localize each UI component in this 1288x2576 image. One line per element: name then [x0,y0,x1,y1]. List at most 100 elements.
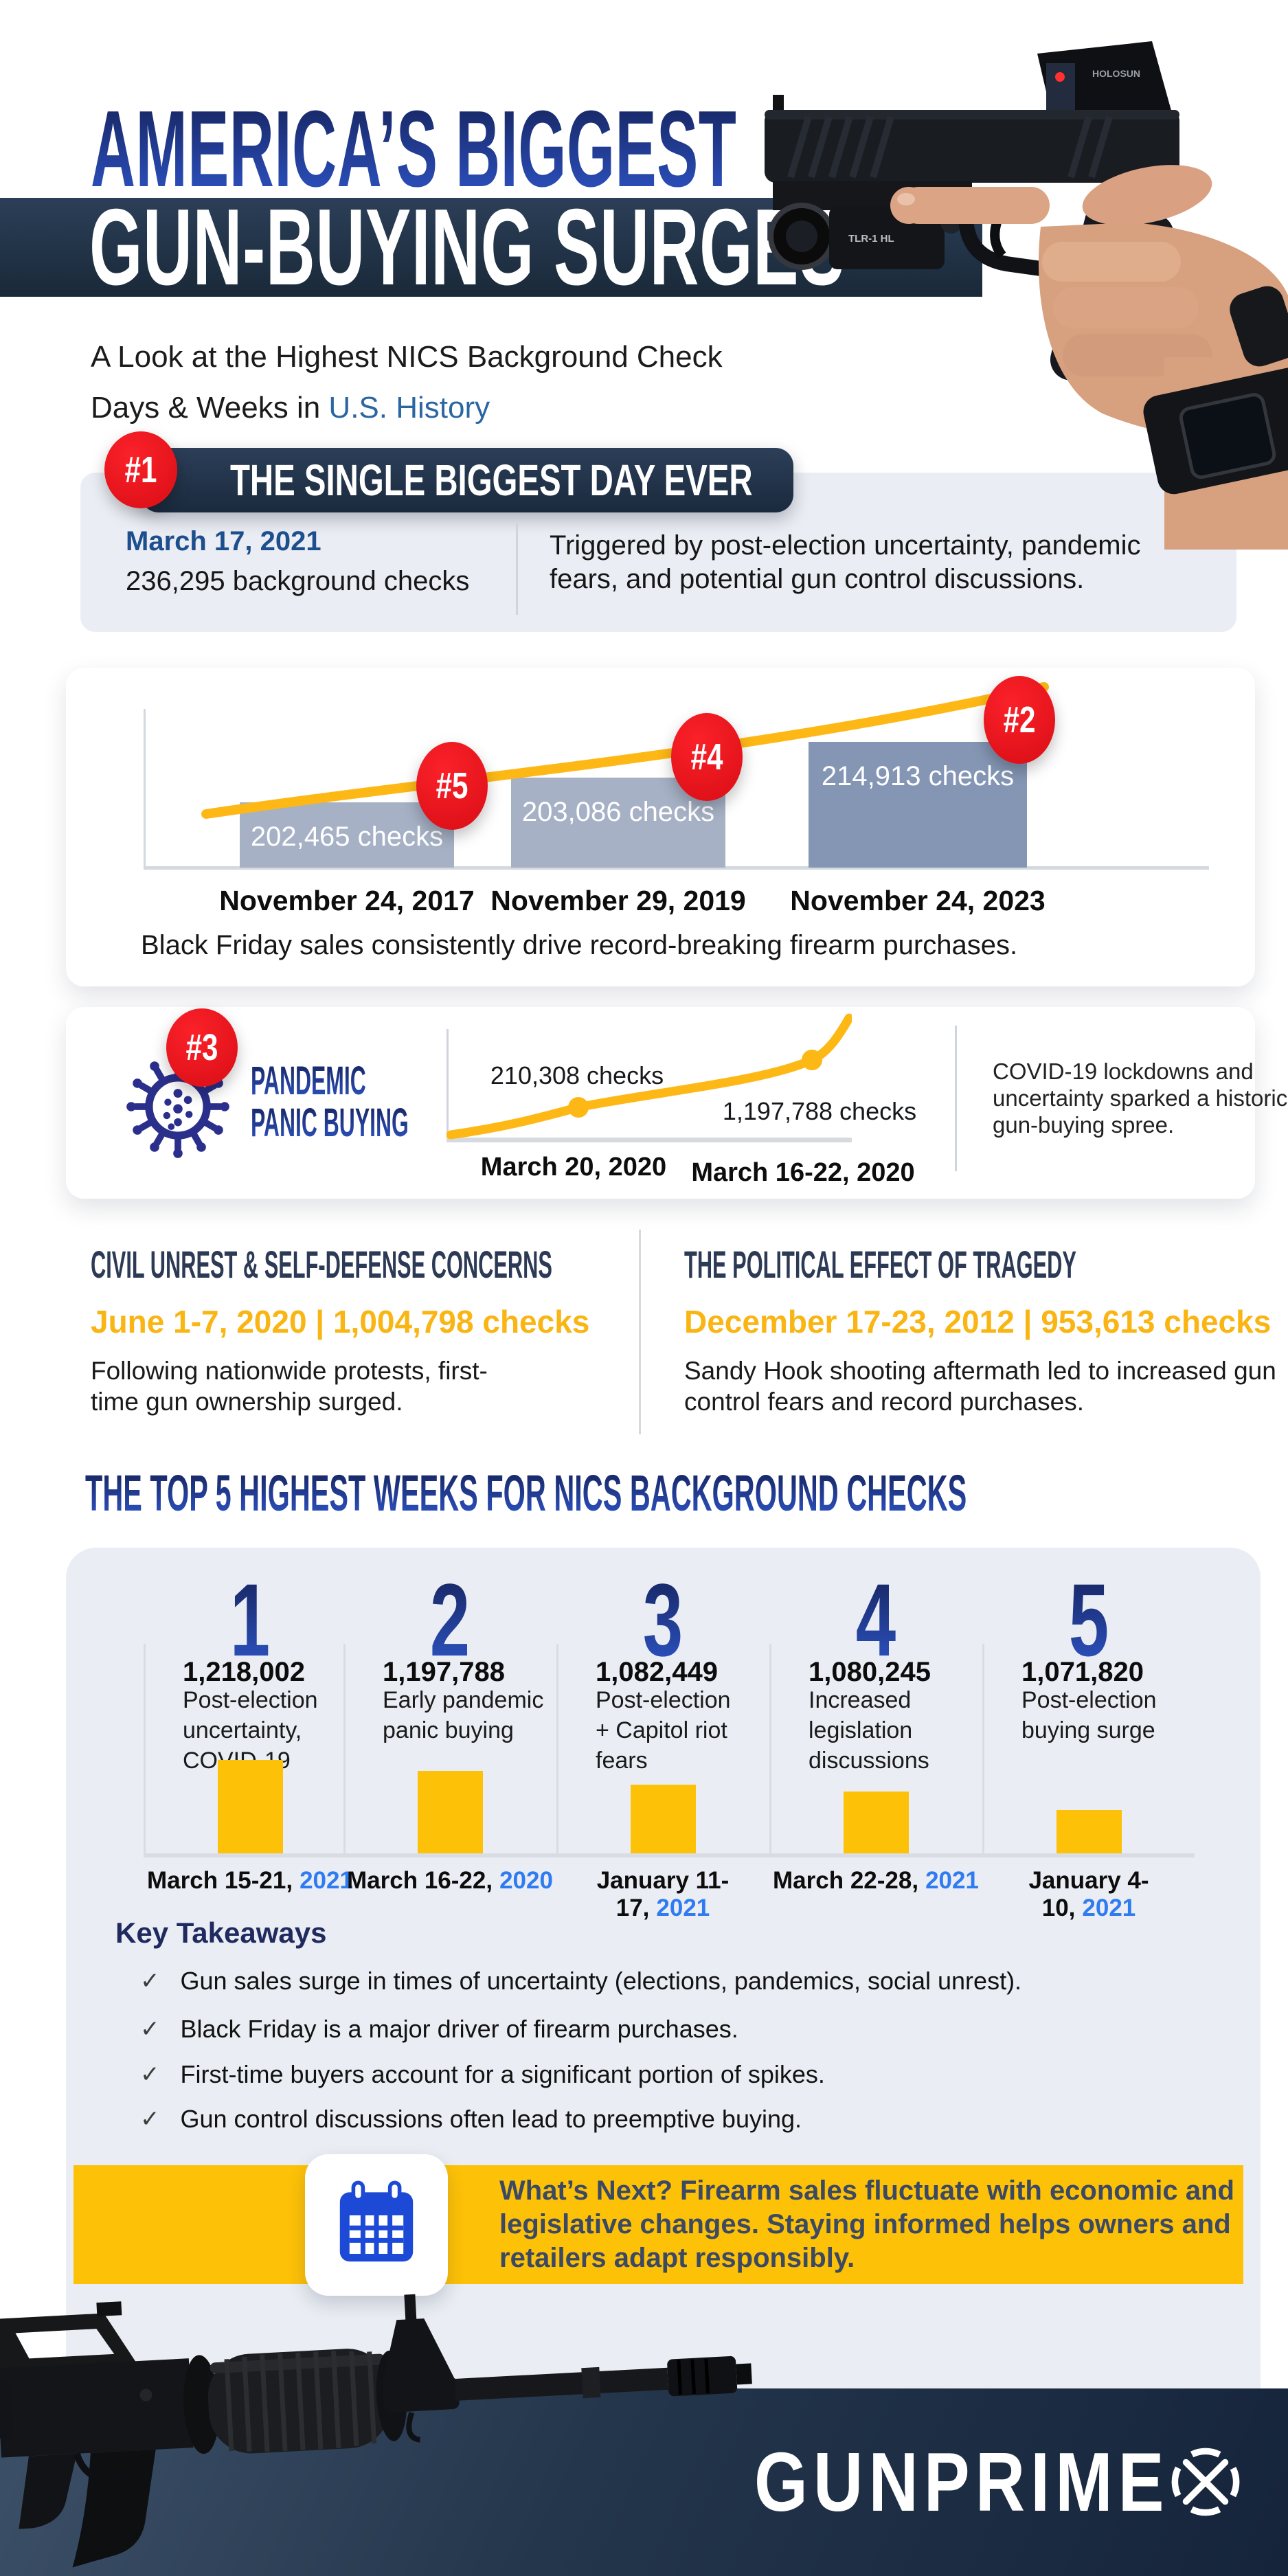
banner-line3: retailers adapt responsibly. [499,2243,855,2273]
banner-text: What’s Next? Firearm sales fluctuate wit… [499,2174,1234,2275]
page-title-line1: AMERICA’S BIGGEST [91,89,737,210]
bf-date-2023: November 24, 2023 [790,885,1046,916]
top5-bar-5 [1057,1810,1122,1855]
pistol-photo: HOLOSUN TLR-1 HL [765,41,1288,550]
banner-line1: What’s Next? Firearm sales fluctuate wit… [499,2176,1234,2206]
bf-bar-2019-label: 203,086 checks [521,797,715,827]
event-tragedy: THE POLITICAL EFFECT OF TRAGEDY December… [684,1242,1288,1417]
rank-badge-3: #3 [166,1008,238,1087]
event-civil-unrest: CIVIL UNREST & SELF-DEFENSE CONCERNS Jun… [91,1242,930,1417]
top5-desc-4: Increased legislation discussions [809,1685,929,1776]
top5-date-3-year: 2021 [656,1895,710,1921]
optic-brand-text: HOLOSUN [1092,68,1140,79]
top5-date-2: March 16-22, 2020 [343,1867,556,1895]
biggest-day-date: March 17, 2021 [126,526,321,556]
rifle-photo [0,2294,752,2568]
bf-x-axis [144,866,1209,870]
biggest-day-divider [516,523,518,615]
brand-logo-text: GUNPRIME [754,2435,1170,2529]
takeaway-item-3: ✓ First-time buyers account for a signif… [140,2059,825,2090]
rank-badge-2: #2 [984,676,1055,764]
bf-date-2017: November 24, 2017 [219,885,475,916]
event-civil-unrest-title: CIVIL UNREST & SELF-DEFENSE CONCERNS [91,1243,552,1286]
top5-bar-3 [631,1785,696,1855]
pandemic-title: PANDEMIC PANIC BUYING [251,1060,538,1144]
pandemic-point2-date: March 16-22, 2020 [691,1158,915,1187]
rifle-grip [19,2453,77,2529]
top5-date-4-year: 2021 [925,1867,979,1894]
biggest-day-desc-line1: Triggered by post-election uncertainty, … [550,530,1141,561]
pandemic-point1-date: March 20, 2020 [480,1153,667,1182]
rifle-front-sight [383,2318,455,2383]
takeaway-item-2: ✓ Black Friday is a major driver of fire… [140,2014,738,2044]
check-icon: ✓ [140,1968,160,1994]
top5-date-2-year: 2020 [499,1867,553,1894]
top5-title: THE TOP 5 HIGHEST WEEKS FOR NICS BACKGRO… [85,1465,967,1522]
takeaway-2-text: Black Friday is a major driver of firear… [180,2015,738,2043]
rifle-muzzle [667,2355,738,2397]
rank-badge-5: #5 [416,742,488,830]
top5-rank-2: 2 [376,1568,525,1671]
biggest-day-description: Triggered by post-election uncertainty, … [550,529,1182,596]
top5-date-1: March 15-21, 2021 [144,1867,357,1895]
bf-bar-2017-label: 202,465 checks [250,822,444,852]
event-tragedy-desc-line2: control fears and record purchases. [684,1388,1085,1416]
top5-rank-1: 1 [176,1568,325,1671]
whats-next-banner [74,2165,1243,2284]
top5-value-5: 1,071,820 [1021,1657,1144,1687]
top5-desc-2-l2: panic buying [383,1717,514,1743]
top5-date-5-year: 2021 [1082,1895,1136,1921]
rank-badge-1: #1 [104,431,177,508]
top5-rank-3: 3 [589,1568,738,1671]
top5-desc-1-l1: Post-election [183,1687,318,1713]
event-civil-unrest-highlight: June 1-7, 2020 | 1,004,798 checks [91,1304,590,1340]
calendar-icon [339,2180,414,2262]
pandemic-point-1 [568,1097,589,1118]
subtitle-line2-highlight: U.S. History [328,391,490,425]
top5-desc-4-l2: legislation [809,1717,913,1743]
top5-desc-2: Early pandemic panic buying [383,1685,543,1745]
top5-col-divider-5 [982,1644,984,1855]
event-tragedy-desc-line1: Sandy Hook shooting aftermath led to inc… [684,1357,1276,1385]
pandemic-point2-label: 1,197,788 checks [722,1097,917,1125]
pandemic-desc-line1: COVID-19 lockdowns and [993,1059,1254,1084]
rank-badge-4: #4 [671,713,743,801]
top5-desc-5: Post-election buying surge [1021,1685,1157,1745]
black-friday-chart: 202,465 checks 203,086 checks 214,913 ch… [66,668,1255,870]
pandemic-chart-baseline [447,1138,852,1142]
pandemic-desc-line3: gun-buying spree. [993,1112,1175,1138]
top5-desc-2-l1: Early pandemic [383,1687,544,1713]
event-tragedy-title: THE POLITICAL EFFECT OF TRAGEDY [684,1243,1076,1286]
top5-date-4-label: March 22-28, [773,1867,919,1894]
top5-rank-4: 4 [802,1568,951,1671]
top5-date-1-year: 2021 [300,1867,353,1894]
top5-value-2: 1,197,788 [383,1657,505,1687]
top5-col-divider-4 [769,1644,771,1855]
rifle-barrel [454,2367,669,2401]
pandemic-card [66,1007,1255,1199]
subtitle: A Look at the Highest NICS Background Ch… [91,332,723,433]
check-icon: ✓ [140,2016,160,2042]
subtitle-line2-prefix: Days & Weeks in [91,391,329,425]
pandemic-point-2 [802,1050,822,1070]
rank-badge-2-label: #2 [1003,699,1036,741]
pandemic-desc-line2: uncertainty sparked a historic [993,1085,1288,1111]
top5-bar-2 [418,1771,483,1855]
top5-bar-1 [218,1760,283,1855]
top5-col-divider-1 [144,1644,146,1855]
top5-rank-5: 5 [1015,1568,1164,1671]
top5-desc-3-l2: + Capitol riot [596,1717,727,1743]
top5-col-divider-2 [343,1644,346,1855]
page-title-line1-wrap: AMERICA’S BIGGEST [91,95,1224,238]
top5-desc-5-l2: buying surge [1021,1717,1155,1743]
calendar-card [305,2154,448,2296]
bf-y-axis [144,709,146,868]
rifle-carry-handle [0,2313,138,2372]
takeaway-item-4: ✓ Gun control discussions often lead to … [140,2104,802,2134]
top5-date-5: January 4-10, 2021 [982,1867,1195,1922]
bf-trendline [201,682,1049,819]
subtitle-line1: A Look at the Highest NICS Background Ch… [91,340,723,374]
takeaway-4-text: Gun control discussions often lead to pr… [180,2105,802,2133]
top5-bar-plot [144,1649,1195,1855]
